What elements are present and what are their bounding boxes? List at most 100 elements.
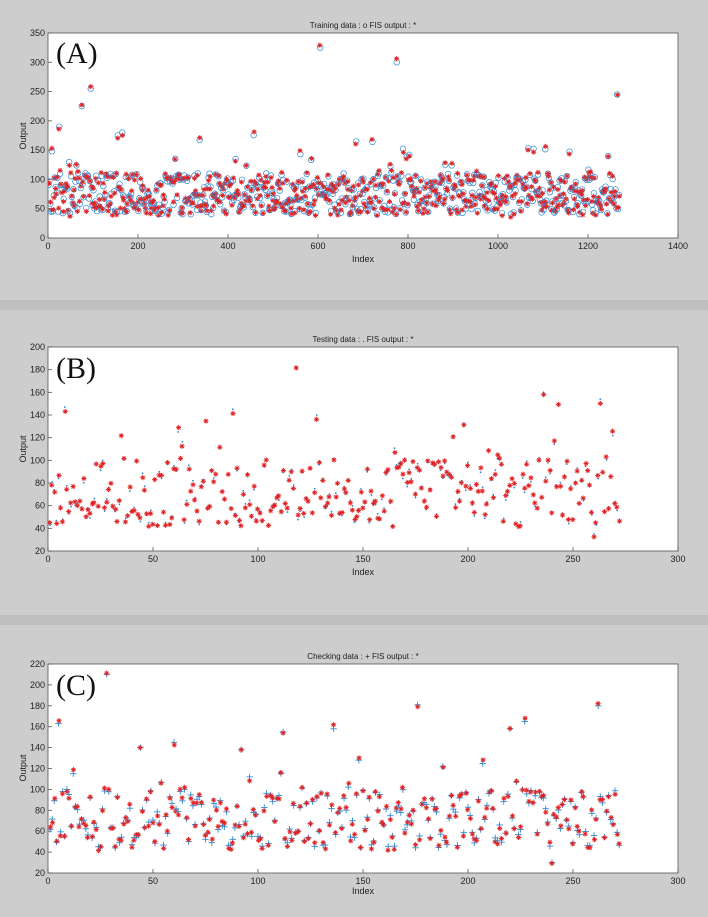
chart-b-point-192-fis <box>448 474 455 480</box>
chart-a-point-651-fis <box>338 207 344 213</box>
chart-a-point-453-fis <box>248 187 255 193</box>
chart-c-point-239-fis <box>547 839 553 845</box>
chart-a-point-1265-fis <box>614 92 620 98</box>
chart-c-point-134-fis <box>326 822 333 828</box>
chart-c-xtick-label-6: 300 <box>670 876 685 886</box>
chart-c-point-197-fis <box>458 791 464 797</box>
chart-c-plot-area <box>47 663 679 874</box>
chart-b-point-78-fis <box>209 468 215 474</box>
chart-c-point-142-fis <box>343 804 349 810</box>
chart-b-point-120-fis <box>297 505 303 512</box>
chart-a-point-331-fis <box>194 203 200 210</box>
chart-a-point-845-fis <box>425 209 431 215</box>
chart-c-point-206-fis <box>478 825 484 832</box>
chart-a-point-215-fis <box>142 196 148 202</box>
chart-c-point-141-fis <box>341 793 347 799</box>
chart-b-point-58-fis <box>167 521 173 528</box>
chart-a-point-1067-fis <box>525 147 531 153</box>
chart-b-point-227-data <box>523 491 526 494</box>
chart-a-point-847-fis <box>426 193 432 200</box>
chart-b-point-112-fis <box>280 467 287 474</box>
chart-b-point-20-data <box>89 517 91 519</box>
chart-a-point-1167-fis <box>570 207 577 213</box>
chart-c-point-73-fis <box>198 799 205 805</box>
chart-c-point-115-fis <box>287 829 293 835</box>
chart-a-point-177-fis <box>124 201 130 207</box>
chart-a-point-79-fis <box>81 193 87 200</box>
chart-a-point-311-fis <box>185 174 191 180</box>
chart-c-point-225-fis <box>518 824 524 830</box>
chart-a-point-531-fis <box>284 177 290 184</box>
chart-b-point-19-fis <box>85 506 91 513</box>
chart-b-xtick-label-3: 150 <box>355 554 370 564</box>
chart-a-point-1021-fis <box>504 173 510 179</box>
chart-c-point-85-fis <box>223 806 230 812</box>
chart-a-point-119-fis <box>98 170 104 176</box>
chart-b-point-201-data <box>469 484 471 487</box>
chart-a-point-19-fis <box>53 191 59 197</box>
chart-c-point-238-fis <box>544 821 551 827</box>
chart-b-point-160-data <box>383 507 385 509</box>
chart-a-ytick-label-5: 250 <box>30 87 45 97</box>
chart-a-point-267-fis <box>165 212 171 218</box>
chart-a-point-179-fis <box>125 175 132 182</box>
chart-c-point-37-fis <box>123 815 129 821</box>
chart-b-point-131-fis <box>320 477 326 484</box>
chart-c-point-28-fis <box>104 670 110 676</box>
chart-b-point-119-fis <box>295 512 301 518</box>
chart-a-point-411-fis <box>230 175 236 181</box>
chart-a-point-1077-fis <box>529 196 535 202</box>
chart-c-point-55-fis <box>161 845 167 851</box>
chart-b-point-97-fis <box>248 513 255 519</box>
chart-b-xtick-label-6: 300 <box>670 554 685 564</box>
chart-a-point-435-fis <box>240 203 247 209</box>
chart-a-point-469-fis <box>256 172 262 178</box>
chart-b-point-122-fis <box>301 510 307 516</box>
chart-a-point-65-fis <box>74 208 80 214</box>
chart-b-point-26-fis <box>100 460 106 467</box>
chart-c-point-31-fis <box>110 825 116 831</box>
chart-c-point-24-fis <box>95 847 102 854</box>
chart-b-point-110-fis <box>276 493 282 499</box>
chart-c-letter: (C) <box>56 669 96 702</box>
chart-a-point-491-fis <box>266 203 272 209</box>
chart-b-point-82-fis <box>217 444 223 450</box>
chart-a-point-447-fis <box>246 194 252 201</box>
chart-b-point-229-fis <box>526 482 532 489</box>
chart-b-point-153-fis <box>367 517 373 523</box>
chart-c-point-71-fis <box>194 800 200 806</box>
chart-c-point-51-fis <box>152 838 158 845</box>
chart-c-point-182-fis <box>427 835 433 842</box>
chart-c-point-247-fis <box>564 817 570 823</box>
chart-b-point-126-fis <box>309 510 315 516</box>
chart-a-point-29-fis <box>58 181 64 187</box>
chart-a-point-1195-fis <box>583 203 589 209</box>
chart-c-point-193-fis <box>450 802 456 808</box>
chart-b-point-187-fis <box>438 464 444 471</box>
chart-c-ytick-label-1: 40 <box>35 847 45 857</box>
chart-b-point-241-data <box>553 443 555 445</box>
chart-a-point-499-data <box>269 190 276 197</box>
chart-c-point-130-fis <box>318 790 324 796</box>
chart-a-point-1215-data <box>591 173 598 181</box>
chart-b-point-169-fis <box>400 471 406 477</box>
chart-c-point-139-fis <box>337 805 343 811</box>
chart-a-point-505-fis <box>272 205 278 211</box>
chart-a-point-287-fis <box>174 192 180 198</box>
chart-b-point-63-fis <box>177 455 184 462</box>
chart-b-ylabel: Output <box>18 435 28 463</box>
chart-b-point-136-fis <box>331 457 337 463</box>
chart-c-point-161-fis <box>383 803 390 809</box>
chart-c-point-49-fis <box>147 789 154 795</box>
chart-b-point-154-data <box>370 494 373 496</box>
chart-c-xtick-label-3: 150 <box>355 876 370 886</box>
chart-c-point-117-fis <box>290 800 296 807</box>
chart-a-point-721-fis <box>369 136 375 142</box>
chart-c-point-195-fis <box>454 844 460 850</box>
chart-a-point-23-fis <box>56 205 62 211</box>
chart-c-point-192-fis <box>448 792 455 799</box>
chart-a-point-175-fis <box>123 209 129 215</box>
chart-b-point-115-data <box>288 474 291 477</box>
chart-b-point-27-data <box>103 510 106 512</box>
chart-b-point-1-fis <box>48 519 53 526</box>
